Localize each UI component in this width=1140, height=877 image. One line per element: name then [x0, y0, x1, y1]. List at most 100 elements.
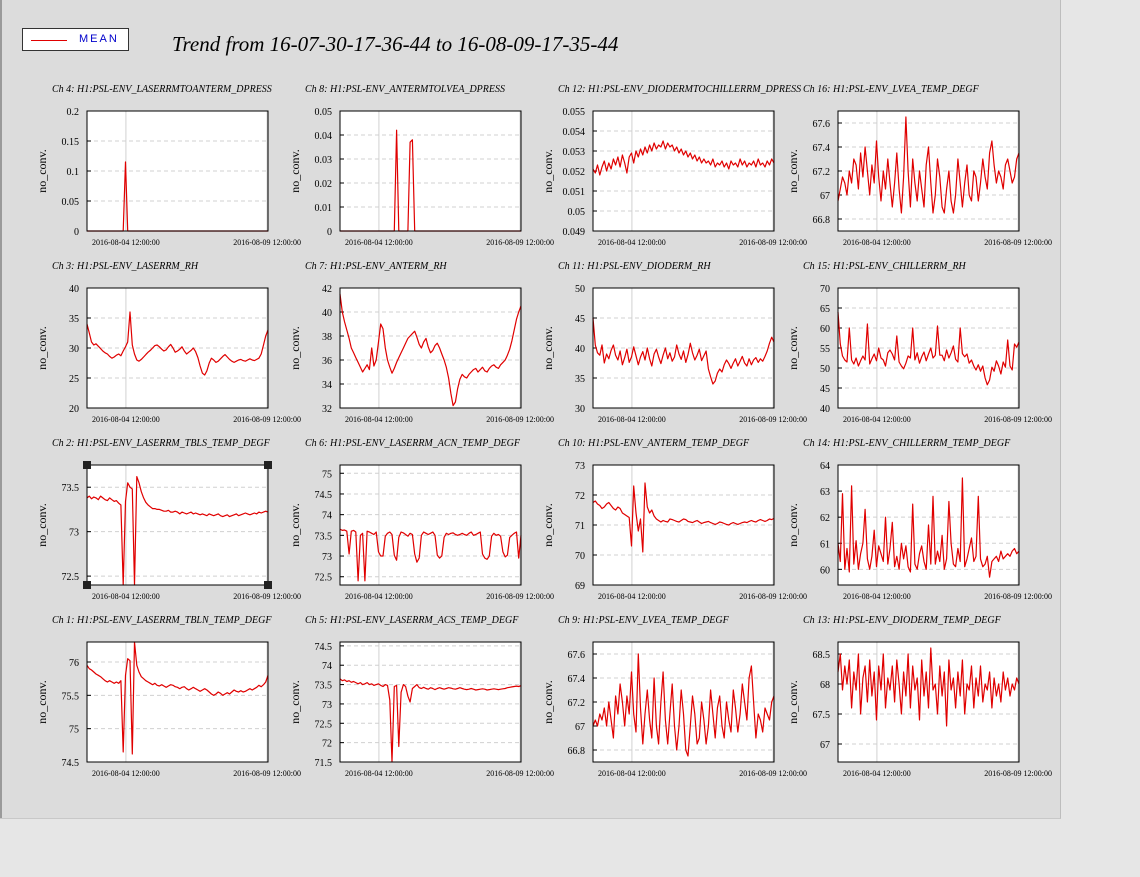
chart-panel: 71.5 72 72.5 73 73.5 74 74.5 2016-08-04 12:00:0…	[288, 615, 554, 778]
y-tick-label: 35	[575, 374, 585, 385]
y-tick-label: 42	[322, 284, 332, 295]
x-tick-label: 2016-08-04 12:00:00	[598, 769, 666, 778]
y-tick-label: 71.5	[315, 758, 333, 769]
y-tick-label: 30	[69, 344, 79, 355]
x-tick-label: 2016-08-04 12:00:00	[345, 592, 413, 601]
y-tick-label: 35	[69, 314, 79, 325]
y-tick-label: 0.051	[563, 187, 586, 198]
series-line-mean	[339, 528, 522, 582]
x-tick-label: 2016-08-04 12:00:00	[92, 769, 160, 778]
chart-panel: 20 25 30 35 40 2016-08-04 12:00:00 2016-08-09 …	[35, 261, 301, 424]
y-tick-label: 0.02	[315, 179, 333, 190]
x-tick-label: 2016-08-04 12:00:00	[843, 238, 911, 247]
plot-frame	[592, 464, 775, 586]
x-tick-label: 2016-08-04 12:00:00	[92, 238, 160, 247]
series-line-mean	[339, 678, 522, 763]
y-axis-label: no_conv.	[786, 149, 800, 193]
x-tick-label: 2016-08-09 12:00:00	[984, 238, 1052, 247]
chart-title: Ch 9: H1:PSL-ENV_LVEA_TEMP_DEGF	[558, 615, 730, 626]
y-tick-label: 0.05	[568, 207, 586, 218]
selection-handle	[264, 581, 272, 589]
legend-swatch-mean	[31, 40, 67, 41]
x-tick-label: 2016-08-04 12:00:00	[843, 769, 911, 778]
y-tick-label: 0.01	[315, 203, 333, 214]
x-tick-label: 2016-08-09 12:00:00	[739, 415, 807, 424]
plot-frame	[339, 110, 522, 232]
chart-title: Ch 10: H1:PSL-ENV_ANTERM_TEMP_DEGF	[558, 438, 750, 449]
x-tick-label: 2016-08-09 12:00:00	[233, 592, 301, 601]
y-tick-label: 63	[820, 487, 830, 498]
plot-area	[340, 288, 521, 408]
y-axis-label: no_conv.	[288, 503, 302, 547]
chart-title: Ch 7: H1:PSL-ENV_ANTERM_RH	[305, 261, 447, 272]
selection-handle	[83, 581, 91, 589]
plot-area	[838, 111, 1019, 231]
y-tick-label: 0	[327, 227, 332, 238]
y-tick-label: 0.052	[563, 167, 586, 178]
plot-area	[340, 642, 521, 762]
x-tick-label: 2016-08-04 12:00:00	[598, 415, 666, 424]
canvas-edge	[0, 0, 2, 818]
x-tick-label: 2016-08-04 12:00:00	[843, 415, 911, 424]
y-tick-label: 69	[575, 581, 585, 592]
y-tick-label: 75	[69, 725, 79, 736]
y-tick-label: 67	[820, 191, 830, 202]
y-tick-label: 68.5	[813, 650, 831, 661]
y-tick-label: 0.04	[315, 131, 333, 142]
plot-frame	[339, 287, 522, 409]
y-tick-label: 55	[820, 344, 830, 355]
chart-panel: 66.8 67 67.2 67.4 67.6 2016-08-04 12:00:00 201…	[541, 615, 807, 778]
x-tick-label: 2016-08-04 12:00:00	[345, 769, 413, 778]
y-tick-label: 67.6	[813, 119, 831, 130]
plot-frame	[339, 641, 522, 763]
y-tick-label: 67.6	[568, 650, 586, 661]
x-tick-label: 2016-08-09 12:00:00	[233, 238, 301, 247]
chart-title: Ch 3: H1:PSL-ENV_LASERRM_RH	[52, 261, 199, 272]
series-line-mean	[837, 116, 1020, 214]
x-tick-label: 2016-08-09 12:00:00	[739, 238, 807, 247]
y-tick-label: 38	[322, 332, 332, 343]
plot-frame	[592, 110, 775, 232]
y-tick-label: 73	[69, 528, 79, 539]
x-tick-label: 2016-08-09 12:00:00	[739, 592, 807, 601]
chart-panel: 30 35 40 45 50 2016-08-04 12:00:00 2016-08-09 …	[541, 261, 807, 424]
chart-title: Ch 1: H1:PSL-ENV_LASERRM_TBLN_TEMP_DEGF	[52, 615, 272, 626]
y-axis-label: no_conv.	[541, 503, 555, 547]
y-tick-label: 60	[820, 324, 830, 335]
x-tick-label: 2016-08-04 12:00:00	[92, 415, 160, 424]
y-tick-label: 45	[575, 314, 585, 325]
y-tick-label: 0.2	[67, 107, 80, 118]
y-tick-label: 66.8	[568, 746, 586, 757]
chart-title: Ch 6: H1:PSL-ENV_LASERRM_ACN_TEMP_DEGF	[305, 438, 521, 449]
y-tick-label: 65	[820, 304, 830, 315]
x-tick-label: 2016-08-09 12:00:00	[486, 415, 554, 424]
y-tick-label: 40	[575, 344, 585, 355]
y-tick-label: 0.053	[563, 147, 586, 158]
x-tick-label: 2016-08-09 12:00:00	[984, 415, 1052, 424]
y-tick-label: 67	[820, 740, 830, 751]
plot-area	[87, 642, 268, 762]
plot-area	[87, 111, 268, 231]
plot-area	[87, 465, 268, 585]
y-tick-label: 67.4	[813, 143, 831, 154]
y-tick-label: 70	[575, 551, 585, 562]
y-tick-label: 72.5	[62, 572, 80, 583]
y-axis-label: no_conv.	[786, 503, 800, 547]
y-tick-label: 71	[575, 521, 585, 532]
y-tick-label: 73.5	[315, 531, 333, 542]
y-tick-label: 74.5	[62, 758, 80, 769]
plot-area	[593, 111, 774, 231]
y-tick-label: 0.15	[62, 137, 80, 148]
x-tick-label: 2016-08-09 12:00:00	[984, 592, 1052, 601]
y-tick-label: 32	[322, 404, 332, 415]
y-axis-label: no_conv.	[288, 326, 302, 370]
y-axis-label: no_conv.	[541, 149, 555, 193]
series-line-mean	[592, 482, 775, 553]
chart-title: Ch 4: H1:PSL-ENV_LASERRMTOANTERM_DPRESS	[52, 84, 272, 95]
x-tick-label: 2016-08-09 12:00:00	[233, 415, 301, 424]
y-axis-label: no_conv.	[35, 503, 49, 547]
y-tick-label: 73.5	[62, 483, 80, 494]
series-line-mean	[592, 653, 775, 757]
y-tick-label: 72.5	[315, 573, 333, 584]
